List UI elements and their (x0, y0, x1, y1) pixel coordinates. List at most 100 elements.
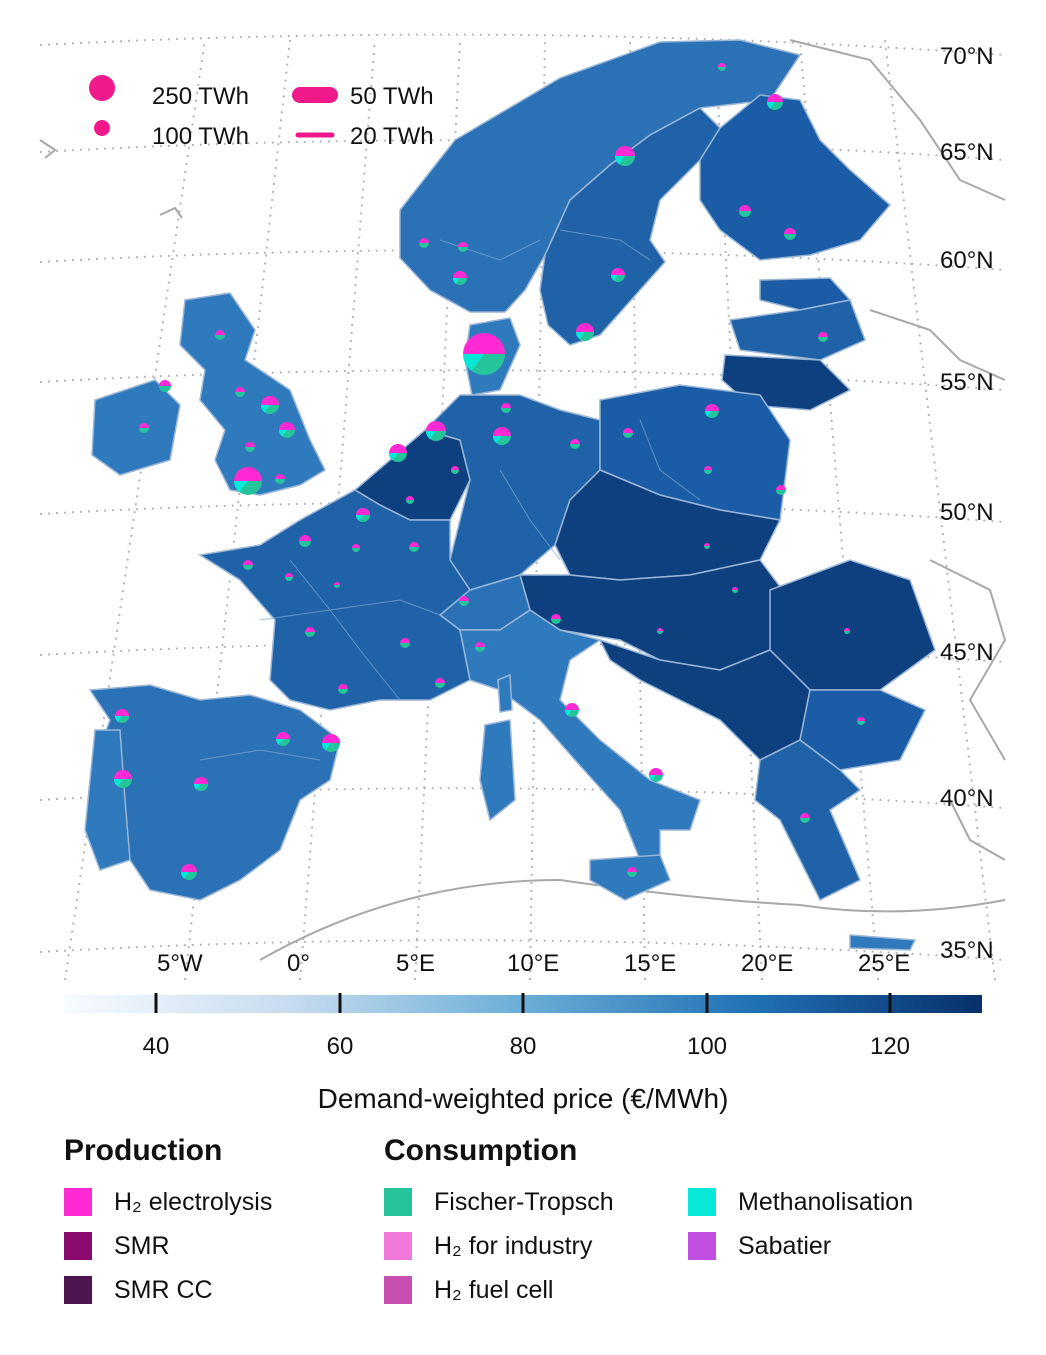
pie-methanolisation-slice (322, 743, 331, 751)
lon-label-15e: 15°E (624, 950, 676, 977)
legend-consumption-column-2: Methanolisation Sabatier (688, 1180, 913, 1268)
lon-label-20e: 20°E (741, 950, 793, 977)
pie-production-half (261, 396, 279, 405)
pie-production-half (611, 268, 625, 275)
legend-swatch (688, 1188, 716, 1216)
legend-item-h2-fuel-cell: H₂ fuel cell (384, 1268, 614, 1312)
colorbar-tick-label-40: 40 (143, 1033, 170, 1060)
pie-consumption-half (627, 872, 637, 877)
legend-swatch (384, 1188, 412, 1216)
pie-production-half (235, 387, 245, 392)
pie-production-half (551, 614, 561, 619)
pie-consumption-half (285, 577, 293, 581)
region-portugal (84, 729, 131, 871)
pie-methanolisation-slice (611, 275, 618, 281)
pie-methanolisation-slice (426, 431, 436, 439)
legend-label: H₂ electrolysis (114, 1187, 273, 1216)
pie-consumption-half (570, 444, 580, 449)
pie-production-half (409, 542, 419, 547)
lat-label-35n: 35°N (940, 937, 994, 964)
pie-production-half (459, 596, 469, 601)
legend-production-title: Production (64, 1134, 223, 1167)
pie-consumption-half (501, 408, 511, 413)
pie-consumption-half (844, 631, 850, 634)
pie-production-half (732, 587, 738, 590)
size-legend-line-thick-label: 50 TWh (350, 83, 434, 110)
pie-production-half (139, 423, 149, 428)
pie-production-half (279, 422, 295, 430)
pie-production-half (389, 444, 407, 453)
pie-production-half (435, 678, 445, 683)
colorbar-tick-label-120: 120 (870, 1033, 910, 1060)
legend-consumption-column-1: Fischer-Tropsch H₂ for industry H₂ fuel … (384, 1180, 614, 1312)
legend-label: SMR CC (114, 1275, 213, 1304)
colorbar-tick-label-100: 100 (687, 1033, 727, 1060)
legend-label: H₂ fuel cell (434, 1275, 554, 1304)
pie-consumption-half (704, 546, 710, 549)
size-legend-circle-large (89, 75, 115, 101)
pie-consumption-half (451, 470, 459, 474)
pie-production-half (818, 332, 828, 337)
pie-production-half (565, 703, 579, 710)
pie-production-half (570, 439, 580, 444)
lat-label-60n: 60°N (940, 247, 994, 274)
lat-label-45n: 45°N (940, 639, 994, 666)
pie-production-half (458, 242, 468, 247)
pie-production-half (215, 330, 225, 335)
pie-methanolisation-slice (615, 156, 625, 164)
pie-consumption-half (435, 683, 445, 688)
pie-production-half (234, 467, 262, 481)
pie-production-half (334, 582, 340, 585)
pie-consumption-half (400, 643, 410, 648)
pie-consumption-half (409, 547, 419, 552)
pie-methanolisation-slice (356, 515, 363, 521)
pie-production-half (767, 94, 783, 102)
pie-consumption-half (623, 433, 633, 438)
pie-production-half (844, 628, 850, 631)
legend-label: Fischer-Tropsch (434, 1187, 614, 1216)
lon-label-25e: 25°E (858, 950, 910, 977)
legend-swatch (384, 1276, 412, 1304)
neighbour-land-outline (39, 39, 1007, 961)
size-legend-circle-small-label: 100 TWh (152, 123, 249, 150)
pie-methanolisation-slice (389, 453, 398, 461)
pie-methanolisation-slice (453, 278, 460, 284)
pie-production-half (453, 271, 467, 278)
pie-production-half (739, 205, 751, 211)
pie-methanolisation-slice (463, 354, 484, 371)
pie-consumption-half (718, 67, 726, 71)
pie-production-half (406, 496, 414, 500)
pie-consumption-half (334, 585, 340, 588)
legend-item-fischer-tropsch: Fischer-Tropsch (384, 1180, 614, 1224)
region-crete (849, 934, 917, 951)
legend-swatch (64, 1276, 92, 1304)
pie-consumption-half (338, 689, 348, 694)
lat-label-50n: 50°N (940, 499, 994, 526)
colorbar-tick-label-60: 60 (327, 1033, 354, 1060)
legend-item-sabatier: Sabatier (688, 1224, 913, 1268)
region-finland (699, 94, 892, 261)
pie-production-half (338, 684, 348, 689)
pie-consumption-half (732, 590, 738, 593)
pie-production-half (285, 573, 293, 577)
size-legend-circle-large-label: 250 TWh (152, 83, 249, 110)
colorbar-ticks (154, 993, 892, 1013)
pie-consumption-half (800, 818, 810, 823)
pie-production-half (501, 403, 511, 408)
lon-label-5e: 5°E (396, 950, 435, 977)
pie-production-half (576, 323, 594, 332)
pie-methanolisation-slice (261, 405, 270, 413)
pie-consumption-half (551, 619, 561, 624)
pie-methanolisation-slice (276, 739, 283, 745)
legend-swatch (64, 1232, 92, 1260)
pie-consumption-half (776, 490, 786, 495)
map-canvas: 250 TWh 100 TWh 50 TWh 20 TWh 70°N 65°N … (39, 33, 1007, 981)
pie-production-half (776, 485, 786, 490)
pie-production-half (181, 864, 197, 872)
colorbar-title: Demand-weighted price (€/MWh) (318, 1083, 729, 1114)
lat-label-65n: 65°N (940, 139, 994, 166)
pie-production-half (299, 535, 311, 541)
pie-consumption-half (352, 548, 360, 552)
region-romania (769, 559, 936, 691)
longitude-labels: 5°W 0° 5°E 10°E 15°E 20°E 25°E (157, 950, 910, 977)
